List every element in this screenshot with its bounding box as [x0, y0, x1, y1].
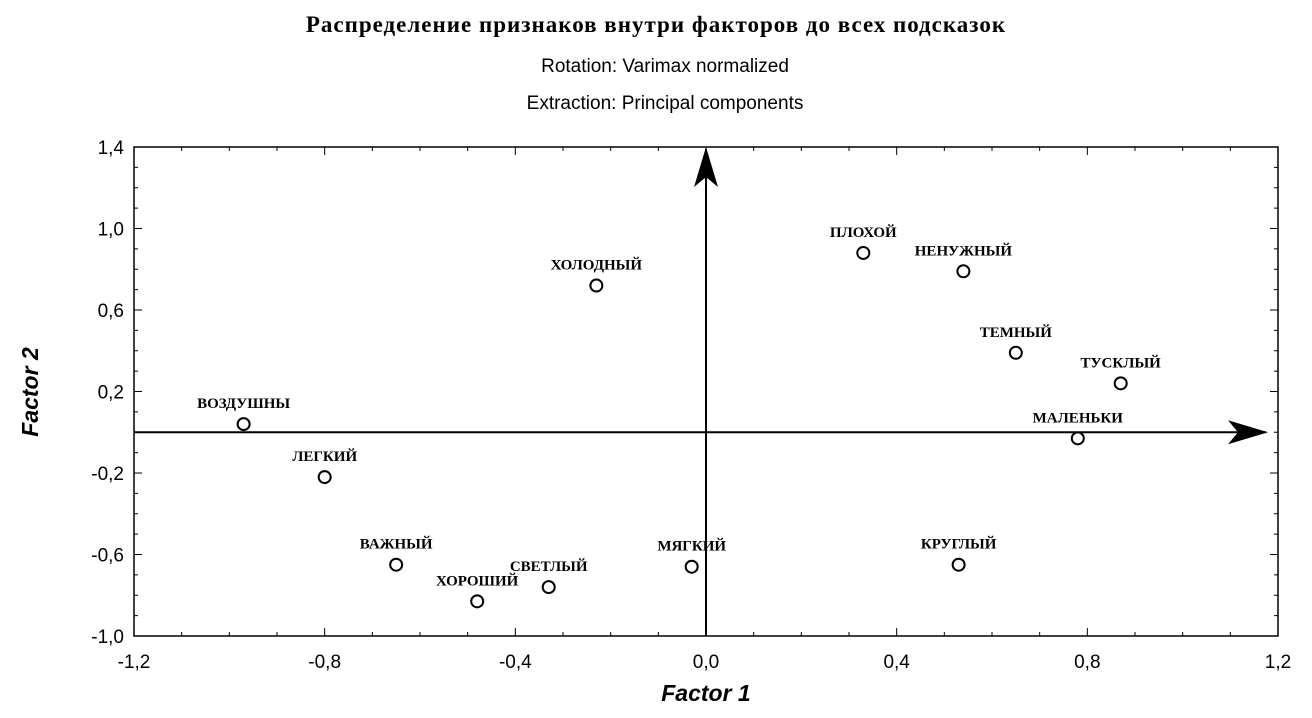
x-tick-labels: -1,2 -0,8 -0,4 0,0 0,4 0,8 1,2	[118, 652, 1292, 673]
point-label: МЯГКИЙ	[657, 538, 726, 555]
point-label: ПЛОХОЙ	[830, 224, 897, 241]
data-point	[856, 245, 871, 260]
point-label: СВЕТЛЫЙ	[510, 558, 588, 575]
data-point	[1008, 345, 1023, 360]
x-tick-label: 0,8	[1074, 652, 1100, 673]
data-point	[389, 557, 404, 572]
y-tick-label: 0,2	[98, 383, 124, 404]
data-point	[956, 264, 971, 279]
point-label: НЕНУЖНЫЙ	[915, 242, 1013, 259]
chart-title: Распределение признаков внутри факторов …	[306, 12, 1006, 37]
x-tick-label: -1,2	[118, 652, 151, 673]
point-label: ЛЕГКИЙ	[292, 448, 357, 465]
y-tick-label: 1,0	[98, 220, 124, 241]
point-label: КРУГЛЫЙ	[921, 536, 997, 553]
chart-subtitle-rotation: Rotation: Varimax normalized	[541, 56, 789, 77]
data-points	[236, 245, 1128, 609]
data-point	[589, 278, 604, 293]
data-point	[951, 557, 966, 572]
y-tick-label: 0,6	[98, 301, 124, 322]
point-label: ХОЛОДНЫЙ	[551, 257, 643, 274]
tick-marks	[133, 146, 1279, 637]
data-point	[541, 580, 556, 595]
data-point	[684, 559, 699, 574]
y-tick-label: -1,0	[91, 627, 124, 648]
x-tick-label: 0,4	[883, 652, 910, 673]
y-tick-label: -0,6	[91, 546, 124, 567]
x-tick-label: 1,2	[1265, 652, 1291, 673]
point-label: ХОРОШИЙ	[436, 572, 519, 589]
x-tick-label: -0,8	[308, 652, 341, 673]
data-point	[317, 470, 332, 485]
point-label: ТУСКЛЫЙ	[1081, 354, 1162, 371]
data-point	[470, 594, 485, 609]
point-label: МАЛЕНЬКИ	[1033, 410, 1124, 426]
data-point	[1113, 376, 1128, 391]
point-label: ВОЗДУШНЫ	[197, 396, 290, 412]
y-tick-labels: 1,4 1,0 0,6 0,2 -0,2 -0,6 -1,0	[91, 138, 124, 648]
point-label: ВАЖНЫЙ	[360, 536, 433, 553]
chart-subtitle-extraction: Extraction: Principal components	[527, 93, 804, 114]
x-tick-label: 0,0	[693, 652, 719, 673]
y-axis-label: Factor 2	[17, 347, 43, 437]
point-label: ТЕМНЫЙ	[980, 324, 1053, 341]
y-tick-label: -0,2	[91, 464, 124, 485]
x-tick-label: -0,4	[499, 652, 532, 673]
data-point	[1070, 431, 1085, 446]
y-tick-label: 1,4	[98, 138, 125, 159]
data-point	[236, 417, 251, 432]
x-axis-label: Factor 1	[661, 680, 750, 706]
